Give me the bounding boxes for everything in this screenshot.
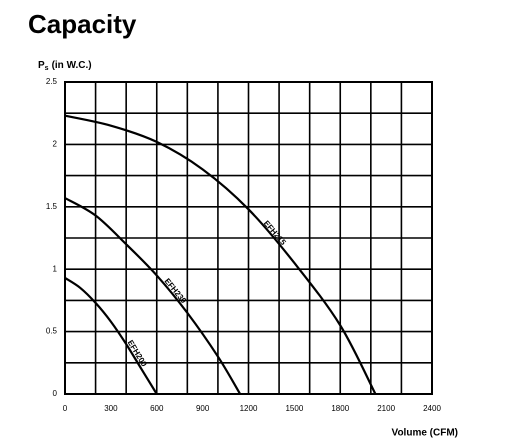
y-label-unit: (in W.C.)	[52, 60, 92, 71]
y-tick-label: 1.5	[46, 202, 58, 211]
series-label: EFH215	[262, 219, 288, 248]
x-tick-label: 300	[104, 404, 118, 413]
y-tick-label: 2.5	[46, 77, 58, 86]
x-tick-label: 2400	[423, 404, 441, 413]
y-axis-label: Ps (in W.C.)	[38, 60, 92, 72]
x-tick-label: 2100	[377, 404, 395, 413]
series-line	[64, 197, 242, 395]
y-tick-label: 1	[53, 264, 58, 273]
x-tick-label: 1800	[331, 404, 349, 413]
y-tick-label: 0.5	[46, 327, 58, 336]
x-tick-label: 600	[150, 404, 164, 413]
y-tick-label: 0	[53, 389, 58, 398]
series-line	[64, 277, 158, 395]
y-label-symbol: P	[38, 60, 45, 71]
y-label-subscript: s	[45, 65, 49, 72]
x-axis-label: Volume (CFM)	[392, 428, 458, 439]
x-tick-label: 0	[63, 404, 68, 413]
x-tick-label: 900	[196, 404, 210, 413]
x-tick-label: 1200	[240, 404, 258, 413]
series-label: EFH230	[163, 277, 189, 306]
series-line	[64, 114, 377, 395]
x-tick-label: 1500	[285, 404, 303, 413]
y-tick-label: 2	[53, 140, 58, 149]
chart-title: Capacity	[28, 9, 137, 39]
plot-border	[64, 81, 433, 395]
